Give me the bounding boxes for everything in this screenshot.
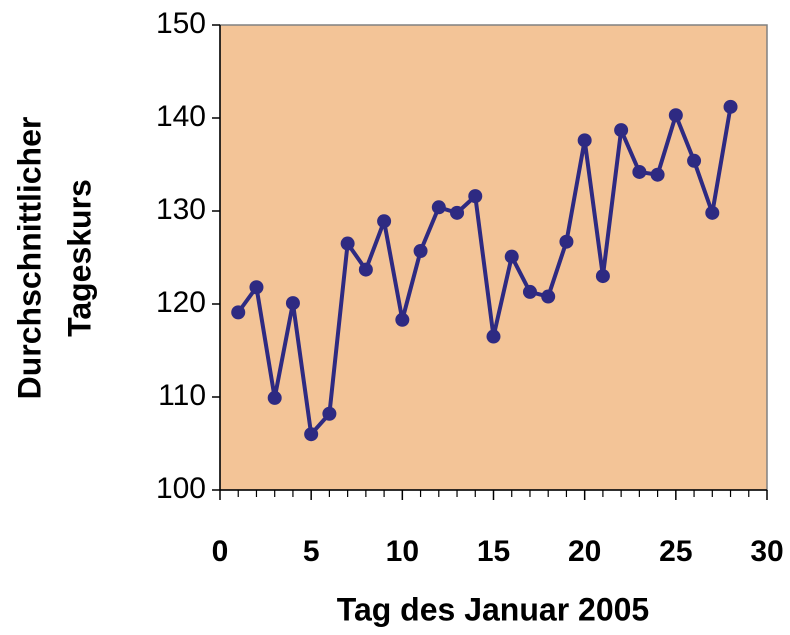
- x-tick-label: 5: [303, 535, 320, 568]
- marker: [595, 269, 610, 284]
- y-tick-label: 100: [156, 472, 206, 505]
- marker: [468, 189, 483, 204]
- y-axis-label: Durchschnittlicher: [11, 117, 47, 400]
- marker: [431, 200, 446, 215]
- x-tick-label: 25: [659, 535, 692, 568]
- marker: [231, 305, 246, 320]
- marker: [687, 153, 702, 168]
- marker: [522, 284, 537, 299]
- marker: [504, 249, 519, 264]
- marker: [395, 312, 410, 327]
- x-tick-label: 10: [386, 535, 419, 568]
- marker: [723, 99, 738, 114]
- marker: [450, 205, 465, 220]
- marker: [577, 133, 592, 148]
- marker: [249, 280, 264, 295]
- marker: [267, 390, 282, 405]
- plot-area: [219, 24, 768, 491]
- marker: [559, 234, 574, 249]
- x-axis-label: Tag des Januar 2005: [337, 591, 649, 627]
- marker: [541, 289, 556, 304]
- y-tick-label: 150: [156, 7, 206, 40]
- x-tick-label: 0: [212, 535, 229, 568]
- marker: [486, 329, 501, 344]
- marker: [322, 406, 337, 421]
- marker: [377, 214, 392, 229]
- marker: [705, 205, 720, 220]
- marker: [614, 123, 629, 138]
- y-tick-label: 130: [156, 193, 206, 226]
- y-axis-label: Tageskurs: [61, 179, 97, 337]
- marker: [285, 296, 300, 311]
- marker: [304, 427, 319, 442]
- marker: [650, 167, 665, 182]
- x-tick-label: 15: [477, 535, 510, 568]
- x-tick-label: 20: [568, 535, 601, 568]
- marker: [632, 164, 647, 179]
- y-tick-label: 120: [156, 286, 206, 319]
- y-tick-label: 140: [156, 100, 206, 133]
- y-tick-label: 110: [158, 379, 206, 412]
- marker: [340, 236, 355, 251]
- marker: [413, 243, 428, 258]
- line: [236, 106, 733, 437]
- marker: [358, 262, 373, 277]
- marker: [668, 108, 683, 123]
- x-tick-label: 30: [750, 535, 783, 568]
